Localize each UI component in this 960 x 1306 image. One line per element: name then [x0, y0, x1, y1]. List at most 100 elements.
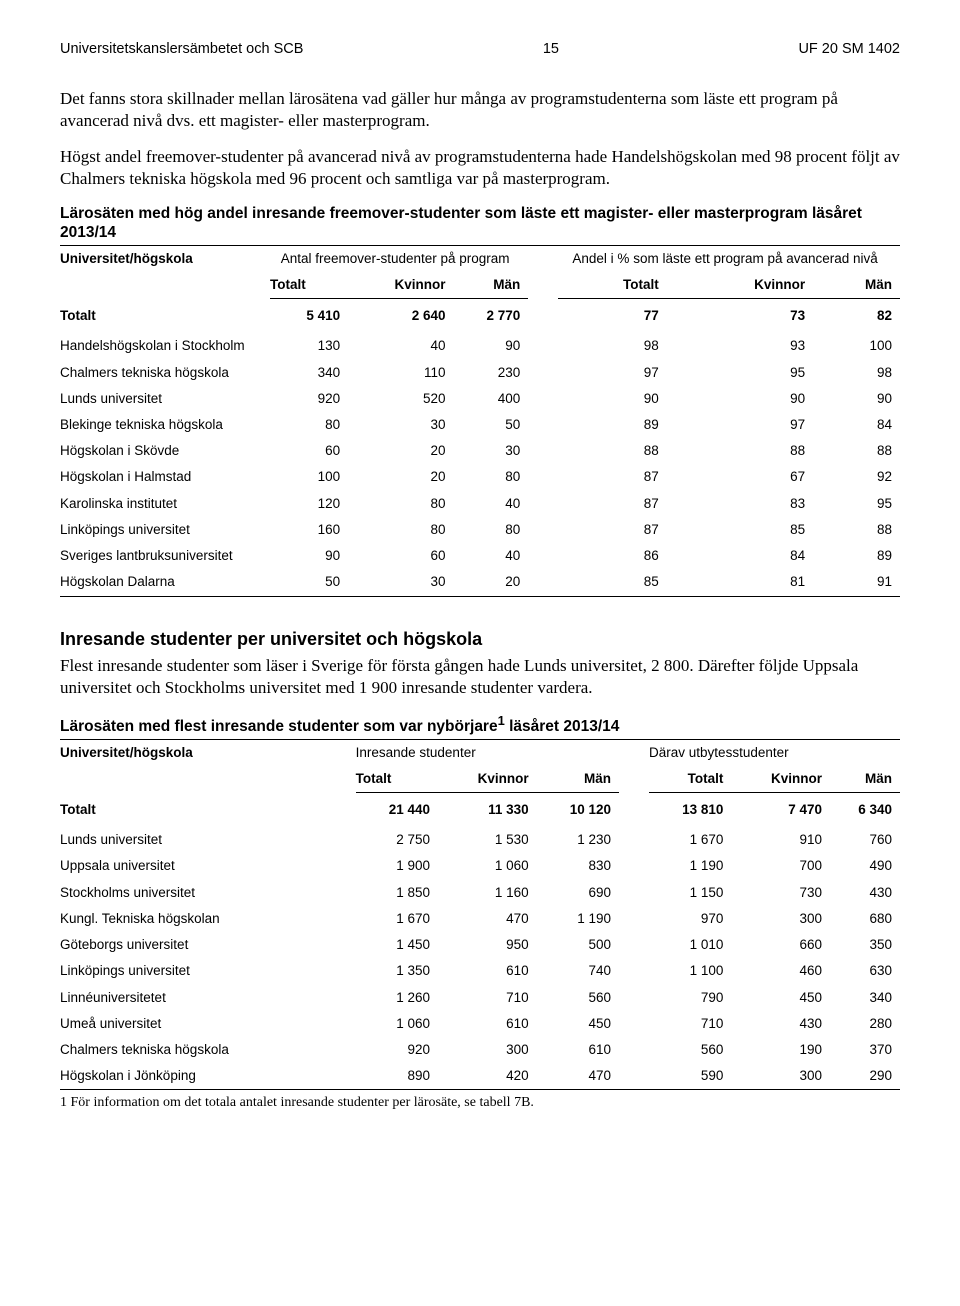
row-name: Uppsala universitet [60, 853, 356, 879]
table-row: Lunds universitet2 7501 5301 2301 670910… [60, 827, 900, 853]
table1-sub-5: Män [813, 272, 900, 299]
cell: 97 [558, 360, 667, 386]
cell: 470 [438, 906, 537, 932]
cell: 460 [731, 958, 830, 984]
cell: 87 [558, 517, 667, 543]
spacer [619, 827, 649, 853]
cell: 89 [558, 412, 667, 438]
cell: 1 850 [356, 880, 438, 906]
row-name: Sveriges lantbruksuniversitet [60, 543, 270, 569]
cell: 110 [348, 360, 453, 386]
cell: 90 [270, 543, 348, 569]
row-name: Göteborgs universitet [60, 932, 356, 958]
row-name: Högskolan i Halmstad [60, 464, 270, 490]
cell: 20 [348, 438, 453, 464]
table1-sub-1: Kvinnor [348, 272, 453, 299]
cell: 73 [667, 299, 813, 334]
cell: 97 [667, 412, 813, 438]
spacer [528, 245, 558, 298]
cell: 430 [830, 880, 900, 906]
table1-sub-4: Kvinnor [667, 272, 813, 299]
table1: Universitet/högskola Antal freemover-stu… [60, 245, 900, 597]
table2-sub-4: Kvinnor [731, 766, 830, 793]
cell: 160 [270, 517, 348, 543]
table2-sub-5: Män [830, 766, 900, 793]
row-name: Högskolan i Skövde [60, 438, 270, 464]
cell: 560 [649, 1037, 731, 1063]
cell: 30 [454, 438, 529, 464]
cell: 21 440 [356, 792, 438, 827]
row-name: Umeå universitet [60, 1011, 356, 1037]
table-row: Stockholms universitet1 8501 1606901 150… [60, 880, 900, 906]
cell: 190 [731, 1037, 830, 1063]
row-name: Lunds universitet [60, 827, 356, 853]
cell: 92 [813, 464, 900, 490]
table2-sub-1: Kvinnor [438, 766, 537, 793]
cell: 300 [438, 1037, 537, 1063]
cell: 2 750 [356, 827, 438, 853]
cell: 86 [558, 543, 667, 569]
cell: 450 [537, 1011, 619, 1037]
cell: 89 [813, 543, 900, 569]
table2-title-sup: 1 [498, 713, 505, 728]
cell: 88 [813, 517, 900, 543]
cell: 67 [667, 464, 813, 490]
table1-totals-row: Totalt 5 410 2 640 2 770 77 73 82 [60, 299, 900, 334]
cell: 87 [558, 464, 667, 490]
table2-group2: Därav utbytesstudenter [649, 739, 900, 766]
row-name: Linköpings universitet [60, 958, 356, 984]
cell: 890 [356, 1063, 438, 1090]
cell: 20 [454, 569, 529, 596]
cell: 1 060 [438, 853, 537, 879]
cell: 30 [348, 412, 453, 438]
row-name: Handelshögskolan i Stockholm [60, 333, 270, 359]
row-name: Linnéuniversitetet [60, 985, 356, 1011]
cell: 87 [558, 491, 667, 517]
cell: 450 [731, 985, 830, 1011]
cell: 1 190 [649, 853, 731, 879]
spacer [619, 958, 649, 984]
cell: 81 [667, 569, 813, 596]
cell: 690 [537, 880, 619, 906]
spacer [528, 464, 558, 490]
cell: 80 [348, 491, 453, 517]
table-row: Chalmers tekniska högskola34011023097959… [60, 360, 900, 386]
cell: 100 [813, 333, 900, 359]
cell: 40 [348, 333, 453, 359]
cell: 520 [348, 386, 453, 412]
header-left: Universitetskanslersämbetet och SCB [60, 40, 303, 60]
spacer [528, 360, 558, 386]
cell: 760 [830, 827, 900, 853]
table-row: Sveriges lantbruksuniversitet90604086848… [60, 543, 900, 569]
table-row: Högskolan i Jönköping890420470590300290 [60, 1063, 900, 1090]
cell: 830 [537, 853, 619, 879]
cell: 40 [454, 543, 529, 569]
cell: 1 670 [356, 906, 438, 932]
row-name: Kungl. Tekniska högskolan [60, 906, 356, 932]
table2-title: Lärosäten med flest inresande studenter … [60, 713, 900, 737]
cell: 710 [438, 985, 537, 1011]
cell: 5 410 [270, 299, 348, 334]
cell: 610 [537, 1037, 619, 1063]
spacer [528, 569, 558, 596]
spacer [619, 1037, 649, 1063]
table1-sub-0: Totalt [270, 272, 348, 299]
cell: 120 [270, 491, 348, 517]
cell: 88 [813, 438, 900, 464]
cell: 590 [649, 1063, 731, 1090]
table-row: Blekinge tekniska högskola803050899784 [60, 412, 900, 438]
spacer [528, 299, 558, 334]
cell: 95 [813, 491, 900, 517]
table1-totals-label: Totalt [60, 299, 270, 334]
table2-totals-row: Totalt 21 440 11 330 10 120 13 810 7 470… [60, 792, 900, 827]
cell: 610 [438, 1011, 537, 1037]
cell: 50 [454, 412, 529, 438]
cell: 60 [348, 543, 453, 569]
table-row: Högskolan i Skövde602030888888 [60, 438, 900, 464]
cell: 88 [558, 438, 667, 464]
table-row: Kungl. Tekniska högskolan1 6704701 19097… [60, 906, 900, 932]
cell: 2 770 [454, 299, 529, 334]
cell: 280 [830, 1011, 900, 1037]
cell: 1 100 [649, 958, 731, 984]
cell: 90 [813, 386, 900, 412]
